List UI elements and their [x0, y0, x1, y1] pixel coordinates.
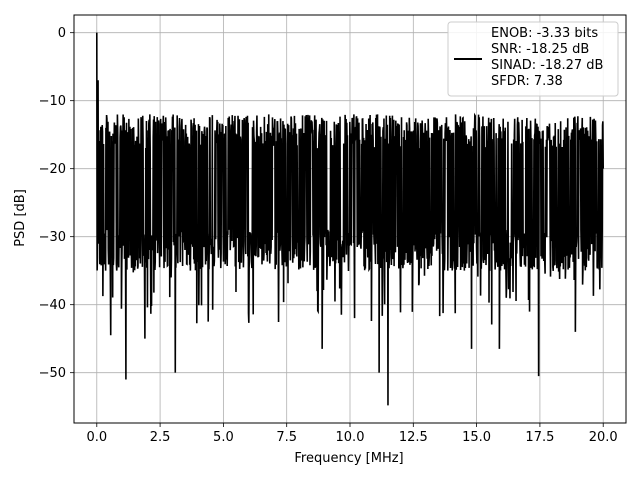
legend-box	[447, 21, 619, 97]
x-tick-label: 5.0	[213, 430, 234, 445]
y-tick-label: −10	[39, 94, 66, 109]
x-tick-label: 12.5	[399, 430, 428, 445]
x-tick-label: 7.5	[276, 430, 297, 445]
y-axis-label: PSD [dB]	[13, 189, 28, 247]
x-axis-label: Frequency [MHz]	[294, 451, 403, 466]
y-tick-label: 0	[58, 26, 66, 41]
x-axis-ticks: 0.0 2.5 5.0 7.5 10.0 12.5 15.0 17.5 20.0	[86, 423, 618, 445]
psd-series-line	[95, 32, 605, 406]
legend-entry: SFDR: 7.38	[491, 74, 563, 89]
x-tick-label: 10.0	[336, 430, 365, 445]
y-tick-label: −20	[39, 162, 66, 177]
x-tick-label: 2.5	[150, 430, 171, 445]
legend-entry: ENOB: -3.33 bits	[491, 26, 598, 41]
x-tick-label: 17.5	[525, 430, 554, 445]
y-tick-label: −30	[39, 230, 66, 245]
legend-entry: SINAD: -18.27 dB	[491, 58, 603, 73]
x-tick-label: 15.0	[462, 430, 491, 445]
y-tick-label: −50	[39, 366, 66, 381]
x-tick-label: 20.0	[589, 430, 618, 445]
x-tick-label: 0.0	[86, 430, 107, 445]
y-tick-label: −40	[39, 298, 66, 313]
y-axis-ticks: 0 −10 −20 −30 −40 −50	[39, 26, 74, 381]
legend-entry: SNR: -18.25 dB	[491, 42, 589, 57]
series-layer	[95, 32, 605, 406]
